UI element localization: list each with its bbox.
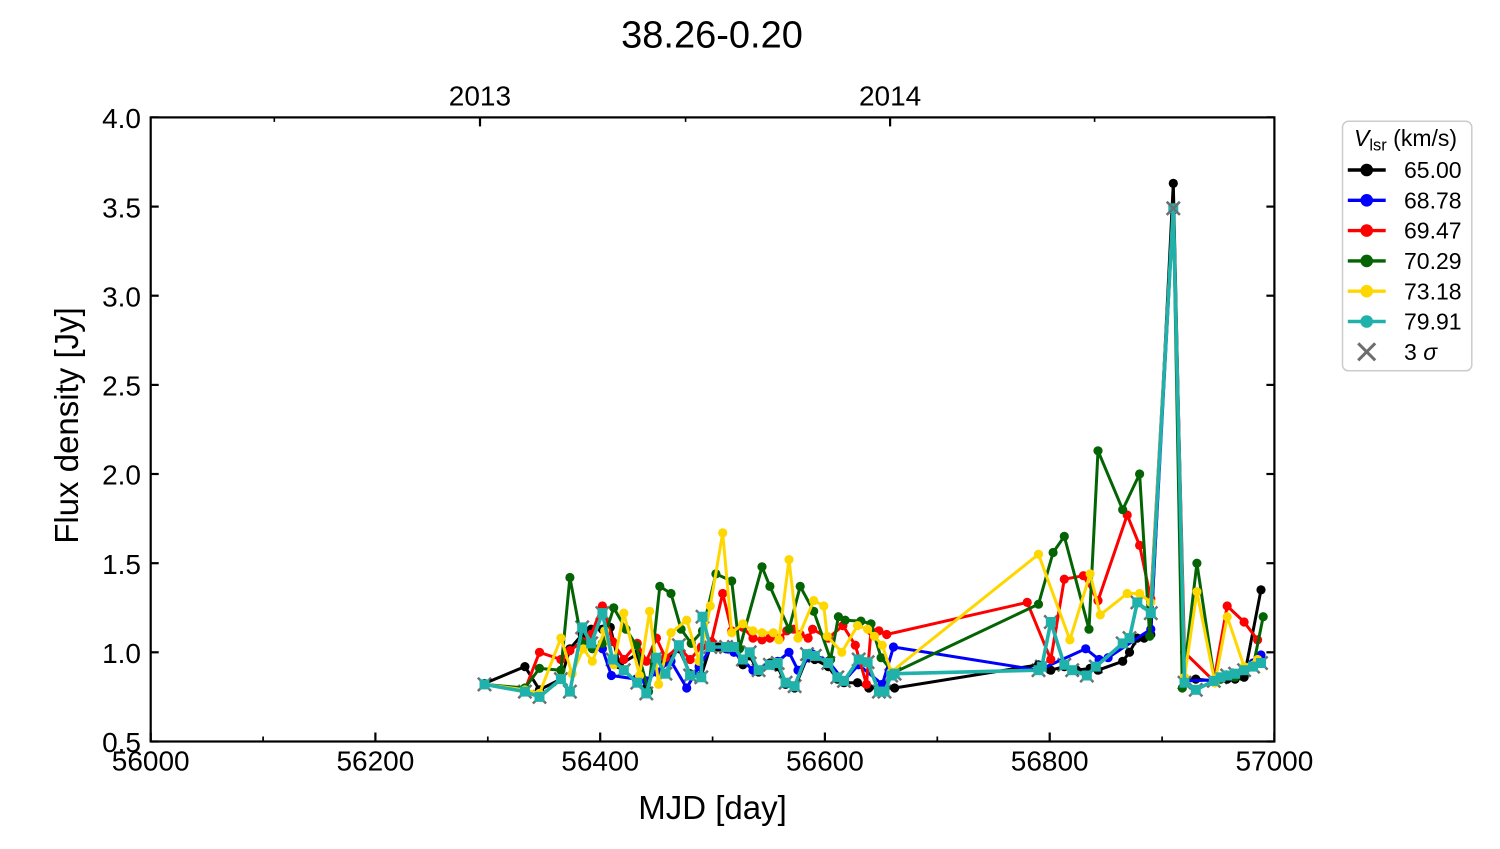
svg-text:69.47: 69.47	[1404, 218, 1462, 244]
svg-text:Flux density [Jy]: Flux density [Jy]	[48, 307, 85, 544]
svg-text:3.5: 3.5	[102, 192, 141, 223]
svg-text:57000: 57000	[1235, 746, 1313, 777]
svg-text:Vlsr (km/s): Vlsr (km/s)	[1354, 125, 1457, 155]
svg-text:3 σ: 3 σ	[1404, 339, 1438, 365]
svg-text:38.26-0.20: 38.26-0.20	[621, 15, 803, 57]
svg-text:1.0: 1.0	[102, 638, 141, 669]
svg-text:2014: 2014	[859, 81, 921, 112]
svg-text:2.0: 2.0	[102, 460, 141, 491]
svg-text:70.29: 70.29	[1404, 248, 1462, 274]
svg-text:2.5: 2.5	[102, 371, 141, 402]
svg-text:56400: 56400	[561, 746, 639, 777]
svg-text:65.00: 65.00	[1404, 157, 1462, 183]
svg-text:73.18: 73.18	[1404, 278, 1462, 304]
svg-text:79.91: 79.91	[1404, 309, 1462, 335]
svg-text:56000: 56000	[112, 746, 190, 777]
svg-text:MJD [day]: MJD [day]	[638, 789, 787, 826]
svg-text:3.0: 3.0	[102, 281, 141, 312]
svg-text:56200: 56200	[336, 746, 414, 777]
svg-text:0.5: 0.5	[102, 727, 141, 758]
svg-text:68.78: 68.78	[1404, 187, 1462, 213]
svg-text:56800: 56800	[1011, 746, 1089, 777]
svg-text:1.5: 1.5	[102, 549, 141, 580]
svg-text:56600: 56600	[786, 746, 864, 777]
svg-text:4.0: 4.0	[102, 103, 141, 134]
svg-text:2013: 2013	[449, 81, 511, 112]
